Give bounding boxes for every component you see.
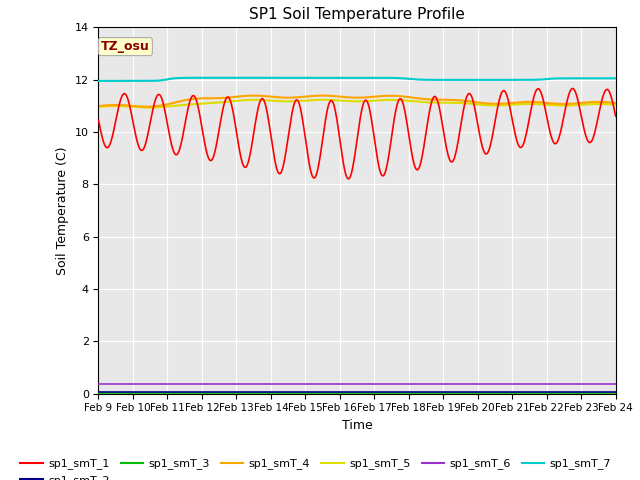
Y-axis label: Soil Temperature (C): Soil Temperature (C) <box>56 146 69 275</box>
sp1_smT_4 <box>158 103 166 108</box>
sp1_smT_2 <box>210 389 218 395</box>
sp1_smT_7 <box>95 78 102 84</box>
Line: sp1_smT_7: sp1_smT_7 <box>99 78 616 81</box>
Line: sp1_smT_1: sp1_smT_1 <box>99 88 616 179</box>
sp1_smT_1 <box>95 117 102 123</box>
sp1_smT_1 <box>436 106 444 111</box>
sp1_smT_1 <box>210 154 218 159</box>
sp1_smT_7 <box>420 77 428 83</box>
sp1_smT_6 <box>210 381 218 386</box>
sp1_smT_5 <box>146 105 154 110</box>
sp1_smT_7 <box>269 75 276 81</box>
sp1_smT_2 <box>420 389 428 395</box>
sp1_smT_6 <box>157 381 165 386</box>
sp1_smT_3 <box>612 390 620 396</box>
sp1_smT_1 <box>104 144 112 150</box>
sp1_smT_1 <box>569 85 577 91</box>
sp1_smT_3 <box>95 390 102 396</box>
sp1_smT_7 <box>612 75 620 81</box>
sp1_smT_5 <box>158 104 166 110</box>
sp1_smT_4 <box>421 96 429 102</box>
sp1_smT_1 <box>344 176 352 181</box>
sp1_smT_6 <box>104 381 112 386</box>
sp1_smT_6 <box>95 381 102 386</box>
sp1_smT_1 <box>237 155 244 160</box>
sp1_smT_7 <box>237 75 244 81</box>
sp1_smT_5 <box>95 104 102 110</box>
sp1_smT_2 <box>612 389 620 395</box>
sp1_smT_1 <box>612 113 620 119</box>
sp1_smT_7 <box>436 77 444 83</box>
Line: sp1_smT_5: sp1_smT_5 <box>99 100 616 108</box>
sp1_smT_4 <box>211 96 218 101</box>
sp1_smT_5 <box>612 102 620 108</box>
sp1_smT_4 <box>612 100 620 106</box>
Text: TZ_osu: TZ_osu <box>101 40 150 53</box>
sp1_smT_5 <box>436 100 444 106</box>
sp1_smT_4 <box>436 97 444 103</box>
sp1_smT_2 <box>157 389 165 395</box>
sp1_smT_4 <box>319 93 327 98</box>
sp1_smT_4 <box>143 104 150 109</box>
Legend: sp1_smT_1, sp1_smT_2, sp1_smT_3, sp1_smT_4, sp1_smT_5, sp1_smT_6, sp1_smT_7: sp1_smT_1, sp1_smT_2, sp1_smT_3, sp1_smT… <box>16 454 616 480</box>
sp1_smT_1 <box>420 141 428 146</box>
sp1_smT_5 <box>421 99 429 105</box>
sp1_smT_5 <box>238 97 246 103</box>
sp1_smT_2 <box>104 389 112 395</box>
sp1_smT_3 <box>420 390 428 396</box>
sp1_smT_1 <box>157 94 165 100</box>
sp1_smT_4 <box>104 102 112 108</box>
sp1_smT_5 <box>211 100 218 106</box>
sp1_smT_2 <box>435 389 443 395</box>
Line: sp1_smT_4: sp1_smT_4 <box>99 96 616 107</box>
sp1_smT_7 <box>210 75 218 81</box>
sp1_smT_6 <box>237 381 244 386</box>
sp1_smT_3 <box>210 390 218 396</box>
Title: SP1 Soil Temperature Profile: SP1 Soil Temperature Profile <box>249 7 465 22</box>
sp1_smT_6 <box>435 381 443 386</box>
sp1_smT_3 <box>237 390 244 396</box>
sp1_smT_6 <box>612 381 620 386</box>
sp1_smT_5 <box>104 103 112 109</box>
sp1_smT_4 <box>238 93 246 99</box>
sp1_smT_7 <box>157 77 165 83</box>
sp1_smT_7 <box>104 78 112 84</box>
sp1_smT_5 <box>319 97 327 103</box>
sp1_smT_3 <box>104 390 112 396</box>
sp1_smT_2 <box>95 389 102 395</box>
X-axis label: Time: Time <box>342 419 372 432</box>
sp1_smT_2 <box>237 389 244 395</box>
sp1_smT_3 <box>435 390 443 396</box>
sp1_smT_4 <box>95 103 102 109</box>
sp1_smT_6 <box>420 381 428 386</box>
sp1_smT_3 <box>157 390 165 396</box>
